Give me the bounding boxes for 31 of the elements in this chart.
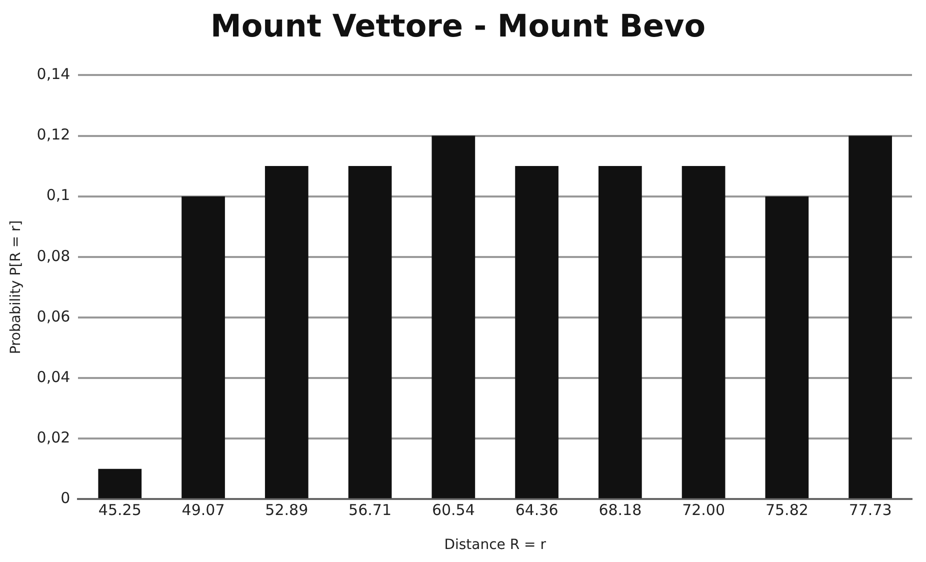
x-tick-label: 77.73 [848,501,892,520]
bar [682,166,726,498]
x-tick-label: 64.36 [515,501,558,520]
y-tick-label: 0,06 [36,307,70,326]
bar [515,166,558,498]
x-tick-label: 60.54 [432,501,475,520]
bar [848,136,892,498]
y-tick-label: 0,1 [46,186,70,204]
x-axis-title: Distance R = r [444,537,546,554]
y-tick-label: 0,14 [36,65,70,84]
bar [432,136,476,498]
y-tick-label: 0,08 [36,246,70,265]
x-tick-label: 56.71 [348,501,392,520]
bar [765,196,809,498]
x-tick-label: 75.82 [765,501,808,520]
x-tick-label: 68.18 [598,501,642,520]
bar [348,166,392,498]
x-tick-label: 52.89 [265,501,308,520]
x-tick-label: 45.25 [98,501,142,520]
y-tick-label: 0 [60,489,70,508]
chart-title: Mount Vettore - Mount Bevo [210,8,706,45]
bar [264,166,308,498]
y-tick-label: 0,12 [36,126,70,144]
bar [182,196,225,498]
x-tick-label: 49.07 [182,501,225,520]
x-tick-label: 72.00 [682,501,726,520]
y-tick-label: 0,02 [36,428,70,447]
bar [98,468,142,498]
y-axis-title: Probability P[R = r] [8,220,24,354]
bar [598,166,642,498]
y-tick-label: 0,04 [36,368,70,386]
